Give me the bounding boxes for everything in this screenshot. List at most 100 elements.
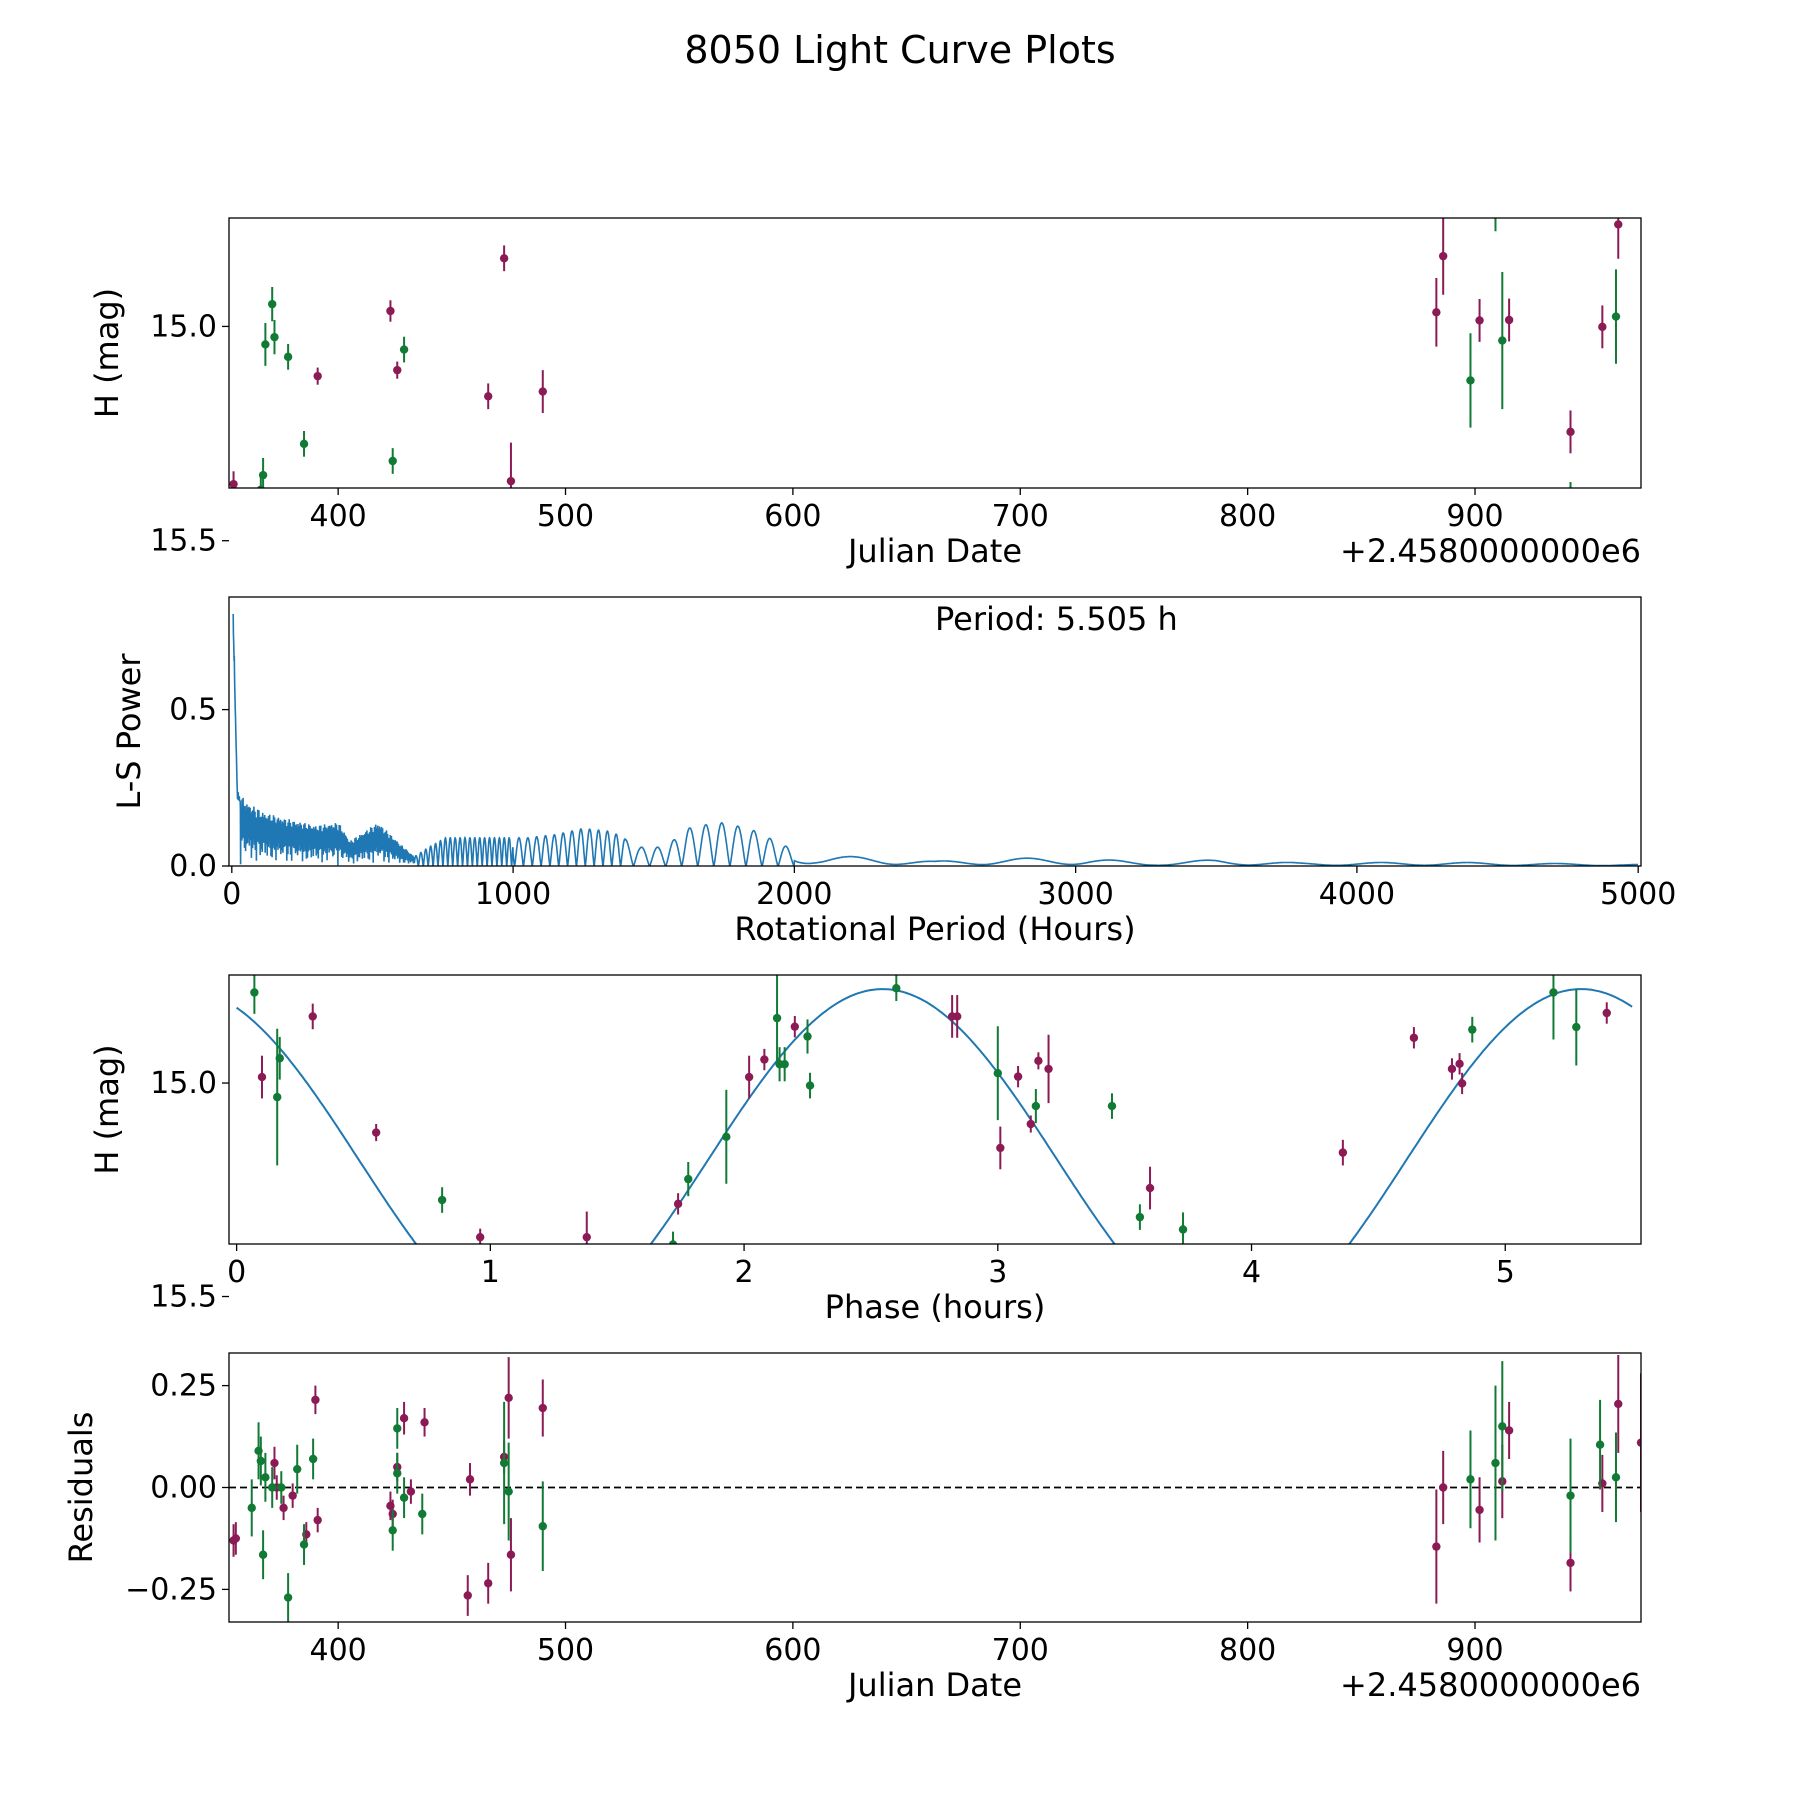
data-point-series_a bbox=[1498, 118, 1506, 126]
data-point-series_a bbox=[1636, 1438, 1641, 1447]
data-point-series_b bbox=[299, 439, 309, 449]
data-point-series_a bbox=[1432, 308, 1441, 317]
data-point-series_b bbox=[388, 456, 397, 466]
x-tick-label: 400 bbox=[310, 499, 367, 534]
data-point-series_a bbox=[311, 660, 319, 668]
panel-residuals: 400 500 600 700 800 900 0.25 0.00 −0.25 Julian Da… bbox=[62, 1352, 1642, 1704]
data-point-series_b bbox=[1595, 1440, 1605, 1449]
data-point-series_a bbox=[393, 365, 402, 375]
data-point-series_a bbox=[499, 254, 509, 263]
data-point-series_b bbox=[1491, 1458, 1500, 1468]
data-point-series_a bbox=[288, 1491, 297, 1500]
data-point-series_b bbox=[283, 352, 293, 362]
data-point-series_b bbox=[1466, 1475, 1475, 1484]
data-point-series_a bbox=[744, 1072, 754, 1082]
data-point-series_a bbox=[386, 306, 395, 316]
data-point-series_a bbox=[313, 1515, 322, 1525]
data-point-series_b bbox=[1566, 1491, 1575, 1500]
data-point-series_b bbox=[399, 1493, 409, 1502]
data-point-series_a bbox=[1637, 174, 1645, 182]
data-point-series_a bbox=[400, 636, 408, 644]
data-point-series_a bbox=[257, 1072, 267, 1082]
data-point-series_a bbox=[504, 643, 512, 651]
data-point-series_a bbox=[308, 1012, 317, 1021]
x-tick-label: 0 bbox=[222, 877, 241, 912]
data-point-series_a bbox=[406, 1487, 416, 1496]
data-point-series_b bbox=[393, 1424, 402, 1433]
data-point-series_b bbox=[803, 1032, 812, 1041]
y-axis-label: L-S Power bbox=[110, 653, 148, 810]
y-tick-label: 0.5 bbox=[169, 693, 217, 728]
data-point-series_b bbox=[1178, 1225, 1188, 1234]
data-point-series_b bbox=[519, 1344, 527, 1352]
x-tick-label: 900 bbox=[1446, 1633, 1503, 1668]
data-point-series_b bbox=[270, 332, 279, 342]
data-point-series_a bbox=[473, 1364, 481, 1372]
data-point-series_b bbox=[250, 988, 259, 997]
data-point-series_a bbox=[519, 1344, 527, 1352]
data-point-series_b bbox=[258, 1550, 268, 1559]
data-point-series_b bbox=[1549, 988, 1558, 997]
data-point-series_a bbox=[484, 392, 493, 401]
data-point-series_a bbox=[270, 589, 278, 597]
data-point-series_a bbox=[538, 1403, 547, 1413]
data-point-series_a bbox=[1455, 1059, 1464, 1069]
y-tick-label: 15.5 bbox=[150, 524, 217, 559]
data-point-series_a bbox=[407, 749, 415, 757]
y-tick-label: 15.5 bbox=[150, 1280, 217, 1315]
x-tick-label: 2000 bbox=[756, 877, 832, 912]
data-point-series_b bbox=[524, 1354, 532, 1362]
data-point-series_b bbox=[418, 702, 426, 710]
phased-frame bbox=[228, 974, 1642, 1245]
x-tick-label: 700 bbox=[992, 1633, 1049, 1668]
data-point-series_b bbox=[504, 653, 512, 661]
data-point-series_a bbox=[1566, 427, 1575, 437]
x-tick-label: 4 bbox=[1242, 1255, 1261, 1290]
data-point-series_a bbox=[1338, 1148, 1348, 1157]
ls-power-curve bbox=[232, 613, 1638, 866]
data-point-series_a bbox=[313, 371, 322, 381]
x-tick-label: 600 bbox=[764, 1633, 821, 1668]
y-tick-label: 0.25 bbox=[150, 1369, 217, 1404]
data-point-series_b bbox=[1468, 1025, 1477, 1034]
data-point-series_a bbox=[1504, 315, 1514, 325]
x-offset-text: +2.4580000000e6 bbox=[1340, 532, 1641, 570]
data-point-series_a bbox=[506, 476, 516, 486]
data-point-series_a bbox=[1257, 1399, 1265, 1407]
data-point-series_a bbox=[1044, 1064, 1053, 1074]
data-point-series_a bbox=[1438, 1483, 1448, 1492]
y-axis-label: H (mag) bbox=[88, 288, 126, 418]
data-point-series_b bbox=[1611, 1473, 1621, 1482]
y-axis-label: H (mag) bbox=[88, 1044, 126, 1174]
data-point-series_b bbox=[603, 1285, 611, 1293]
y-tick-label: 0.00 bbox=[150, 1471, 217, 1506]
data-point-series_a bbox=[506, 1550, 516, 1559]
data-point-series_a bbox=[1242, 1411, 1250, 1419]
data-point-series_b bbox=[1107, 1101, 1117, 1111]
data-point-series_a bbox=[953, 1012, 962, 1021]
data-point-series_a bbox=[760, 1055, 769, 1064]
x-axis-label: Julian Date bbox=[846, 1666, 1022, 1704]
data-point-series_b bbox=[1491, 146, 1499, 154]
data-point-series_b bbox=[275, 1054, 284, 1063]
data-point-series_a bbox=[1602, 1008, 1611, 1018]
x-tick-label: 3 bbox=[988, 1255, 1007, 1290]
data-point-series_b bbox=[437, 1195, 447, 1205]
data-point-series_a bbox=[1475, 1505, 1484, 1515]
data-point-series_b bbox=[273, 1092, 282, 1102]
data-point-series_b bbox=[1135, 1212, 1145, 1222]
data-point-series_b bbox=[1611, 312, 1621, 321]
data-point-series_a bbox=[311, 1395, 320, 1405]
data-point-series_a bbox=[231, 1534, 241, 1543]
data-point-series_a bbox=[1260, 1390, 1268, 1398]
data-point-series_b bbox=[268, 1483, 277, 1492]
data-point-series_b bbox=[277, 1483, 286, 1492]
data-point-series_b bbox=[504, 1487, 513, 1496]
data-point-series_a bbox=[288, 699, 296, 707]
data-point-series_b bbox=[293, 729, 301, 737]
data-point-series_b bbox=[283, 1593, 293, 1602]
data-point-series_a bbox=[673, 1199, 683, 1209]
data-point-series_a bbox=[582, 1232, 591, 1242]
x-offset-text: +2.4580000000e6 bbox=[1340, 1666, 1641, 1704]
data-point-series_a bbox=[1457, 1079, 1467, 1088]
